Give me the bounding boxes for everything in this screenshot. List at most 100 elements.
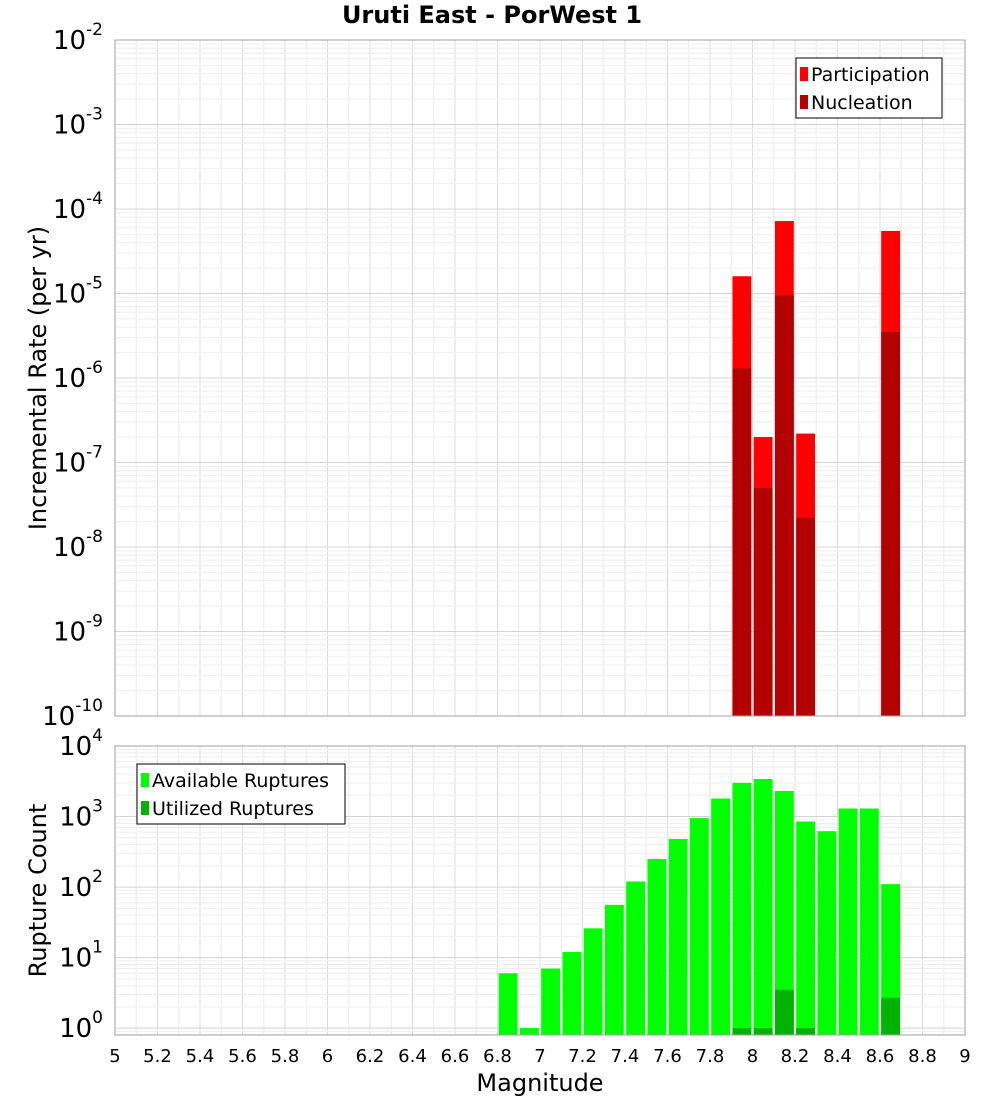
top-bar-s1-1 bbox=[753, 487, 773, 716]
bottom-x-tick-label: 7.4 bbox=[611, 1046, 640, 1067]
bottom-x-tick-label: 8.2 bbox=[781, 1046, 810, 1067]
bottom-y-tick-label: 100 bbox=[59, 1008, 103, 1044]
bottom-x-tick-label: 6.2 bbox=[356, 1046, 385, 1067]
bottom-series-0 bbox=[498, 779, 901, 1035]
bottom-y-tick-exponent: 4 bbox=[92, 726, 103, 746]
bottom-y-tick-exponent: 1 bbox=[92, 938, 103, 958]
bottom-bar-s0-3 bbox=[562, 952, 582, 1035]
bottom-y-tick-base: 10 bbox=[59, 873, 92, 903]
top-bar-s1-0 bbox=[732, 368, 752, 716]
bottom-x-tick-label: 6.6 bbox=[441, 1046, 470, 1067]
top-y-tick-label: 10-8 bbox=[53, 527, 103, 563]
bottom-bar-s0-8 bbox=[668, 839, 688, 1035]
bottom-bar-s1-4 bbox=[881, 997, 901, 1035]
top-y-tick-exponent: -10 bbox=[75, 696, 103, 716]
top-bar-s1-2 bbox=[774, 295, 794, 716]
top-plot-frame bbox=[114, 39, 966, 717]
bottom-bar-s0-9 bbox=[689, 818, 709, 1035]
bottom-legend-label: Utilized Ruptures bbox=[152, 798, 314, 820]
bottom-x-tick-label: 5.8 bbox=[271, 1046, 300, 1067]
top-y-tick-exponent: -2 bbox=[86, 20, 103, 40]
top-y-axis-label: Incremental Rate (per yr) bbox=[24, 226, 52, 530]
bottom-y-tick-exponent: 0 bbox=[92, 1008, 103, 1028]
bottom-x-tick-label: 5.2 bbox=[143, 1046, 172, 1067]
bottom-bar-s0-4 bbox=[583, 928, 603, 1035]
top-y-tick-base: 10 bbox=[53, 364, 86, 394]
bottom-x-tick-label: 8.6 bbox=[866, 1046, 895, 1067]
bottom-x-tick-label: 6 bbox=[322, 1046, 333, 1067]
top-y-tick-base: 10 bbox=[42, 702, 75, 732]
bottom-bar-s0-6 bbox=[626, 881, 646, 1035]
bottom-x-tick-label: 6.8 bbox=[483, 1046, 512, 1067]
bottom-legend-swatch bbox=[141, 773, 149, 787]
bottom-legend: Available Ruptures Utilized Ruptures bbox=[136, 763, 346, 825]
bottom-bar-s0-16 bbox=[838, 808, 858, 1035]
bottom-bar-s1-2 bbox=[774, 989, 794, 1035]
bottom-y-tick-exponent: 3 bbox=[92, 797, 103, 817]
bottom-bar-s0-2 bbox=[541, 968, 561, 1035]
bottom-bar-s0-17 bbox=[859, 808, 879, 1035]
bottom-y-tick-base: 10 bbox=[59, 732, 92, 762]
bottom-x-tick-label: 5 bbox=[109, 1046, 120, 1067]
top-y-tick-label: 10-9 bbox=[53, 612, 103, 648]
top-legend: Participation Nucleation bbox=[795, 57, 943, 119]
top-bar-s1-3 bbox=[796, 518, 816, 716]
bottom-series-1 bbox=[732, 989, 901, 1035]
bottom-x-tick-label: 5.6 bbox=[228, 1046, 257, 1067]
top-y-tick-label: 10-3 bbox=[53, 105, 103, 141]
top-y-tick-exponent: -4 bbox=[86, 189, 103, 209]
bottom-y-tick-label: 104 bbox=[59, 726, 103, 762]
bottom-y-axis-label: Rupture Count bbox=[24, 804, 52, 978]
bottom-bar-s0-1 bbox=[519, 1028, 539, 1035]
bottom-bar-s1-0 bbox=[732, 1028, 752, 1035]
bottom-x-tick-label: 9 bbox=[959, 1046, 970, 1067]
top-y-tick-exponent: -3 bbox=[86, 105, 103, 125]
bottom-bar-s1-3 bbox=[796, 1028, 816, 1035]
bottom-y-tick-label: 101 bbox=[59, 938, 103, 974]
top-legend-label: Participation bbox=[811, 64, 930, 86]
bottom-legend-label: Available Ruptures bbox=[152, 770, 329, 792]
bottom-bar-s0-10 bbox=[711, 798, 731, 1035]
top-y-tick-base: 10 bbox=[53, 449, 86, 479]
top-series-1 bbox=[732, 295, 901, 716]
top-y-tick-base: 10 bbox=[53, 111, 86, 141]
bottom-x-tick-label: 8.8 bbox=[908, 1046, 937, 1067]
bottom-bar-s0-0 bbox=[498, 973, 518, 1035]
top-y-tick-label: 10-7 bbox=[53, 443, 103, 479]
chart-title: Uruti East - PorWest 1 bbox=[342, 1, 642, 29]
bottom-x-tick-labels: 5 5.2 5.4 5.6 5.8 6 6.2 6.4 6.6 6.8 7 7.2 7.4 7.6 7.8 8… bbox=[109, 1046, 970, 1067]
bottom-y-tick-exponent: 2 bbox=[92, 867, 103, 887]
top-y-tick-exponent: -6 bbox=[86, 358, 103, 378]
top-y-tick-exponent: -8 bbox=[86, 527, 103, 547]
bottom-bar-s0-5 bbox=[604, 904, 624, 1035]
bottom-y-tick-base: 10 bbox=[59, 944, 92, 974]
top-y-tick-base: 10 bbox=[53, 195, 86, 225]
bottom-legend-box bbox=[136, 763, 346, 825]
top-y-tick-label: 10-2 bbox=[53, 20, 103, 56]
bottom-x-tick-label: 8.4 bbox=[823, 1046, 852, 1067]
bottom-y-tick-base: 10 bbox=[59, 1014, 92, 1044]
top-panel: 10-210-310-410-510-610-710-810-910-10Inc… bbox=[24, 20, 966, 732]
top-y-tick-exponent: -7 bbox=[86, 443, 103, 463]
bottom-bar-s1-1 bbox=[753, 1028, 773, 1035]
bottom-y-tick-base: 10 bbox=[59, 803, 92, 833]
bottom-x-tick-label: 7.8 bbox=[696, 1046, 725, 1067]
bottom-bar-s0-15 bbox=[817, 831, 837, 1035]
top-y-tick-base: 10 bbox=[53, 280, 86, 310]
bottom-bar-s0-12 bbox=[753, 779, 773, 1035]
bottom-x-tick-label: 7 bbox=[534, 1046, 545, 1067]
bottom-x-tick-label: 8 bbox=[747, 1046, 758, 1067]
top-y-tick-label: 10-10 bbox=[42, 696, 103, 732]
bottom-x-axis-label: Magnitude bbox=[476, 1069, 603, 1097]
top-legend-swatch bbox=[800, 67, 808, 81]
top-y-tick-labels: 10-210-310-410-510-610-710-810-910-10 bbox=[42, 20, 103, 732]
top-y-tick-exponent: -5 bbox=[86, 274, 103, 294]
bottom-bar-s0-7 bbox=[647, 859, 667, 1035]
bottom-legend-swatch bbox=[141, 801, 149, 815]
top-y-tick-label: 10-5 bbox=[53, 274, 103, 310]
bottom-bar-s0-11 bbox=[732, 782, 752, 1035]
top-bar-s1-4 bbox=[881, 332, 901, 716]
